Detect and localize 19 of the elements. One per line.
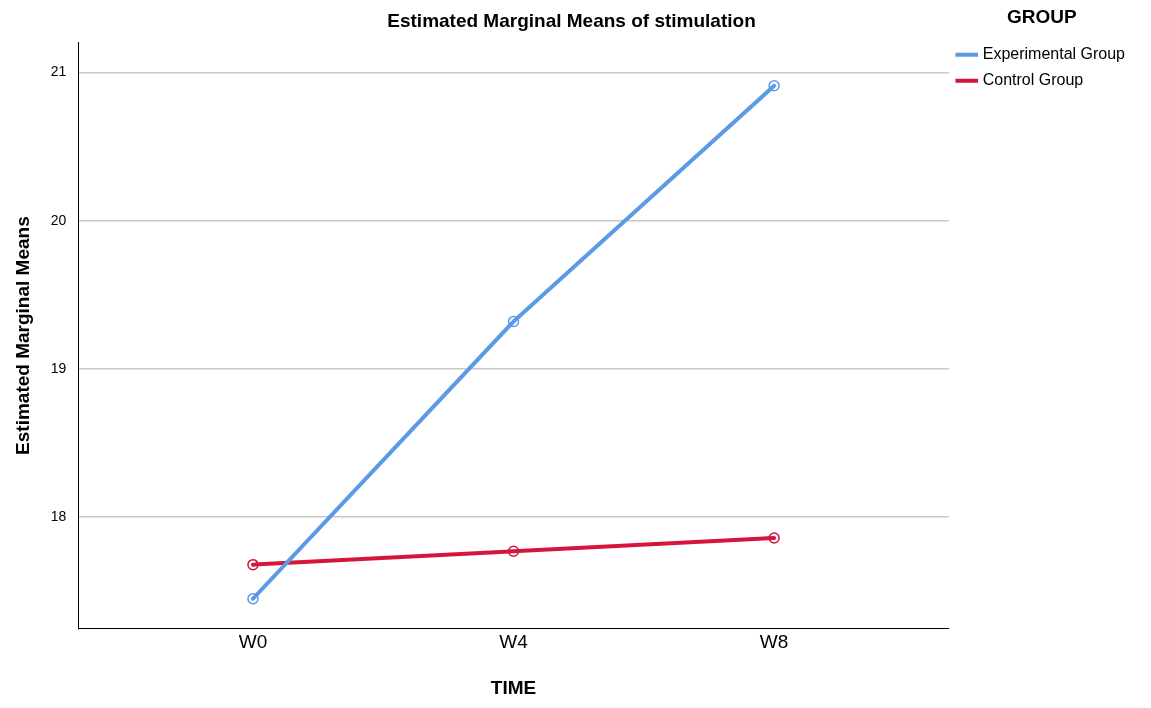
legend-label: Control Group <box>982 71 1084 89</box>
x-axis-title: TIME <box>490 676 537 698</box>
x-tick-label: W8 <box>759 631 789 653</box>
y-tick-label: 21 <box>50 63 67 80</box>
point <box>247 558 259 571</box>
legend-label: Experimental Group <box>982 45 1126 63</box>
chart-title: Estimated Marginal Means of stimulation <box>387 9 756 31</box>
x-tick-label: W4 <box>499 631 529 653</box>
point <box>768 80 780 92</box>
y-tick-label: 20 <box>50 211 67 228</box>
point <box>247 593 259 605</box>
x-tick-label: W0 <box>238 631 268 653</box>
point <box>507 545 520 558</box>
point <box>507 315 520 328</box>
legend-title: GROUP <box>1007 5 1078 27</box>
y-tick-label: 19 <box>50 359 67 376</box>
y-axis-title: Estimated Marginal Means <box>11 216 33 455</box>
point <box>768 532 780 544</box>
y-tick-label: 18 <box>50 508 67 525</box>
